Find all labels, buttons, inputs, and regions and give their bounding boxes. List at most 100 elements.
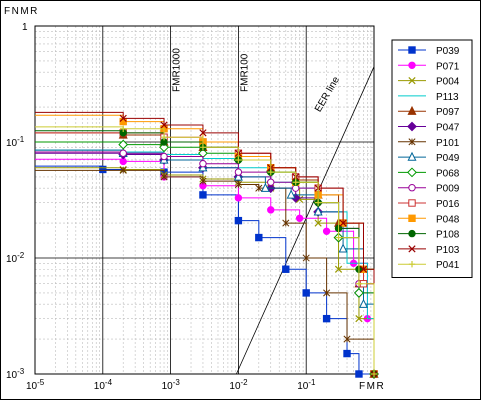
tick-labels: 10-5 10-4 10-3 10-2 10-1 1 10-1 10-2 10-3: [6, 22, 316, 392]
legend-label: P041: [436, 260, 460, 271]
data-point-P039: [302, 289, 310, 297]
legend-marker: [408, 76, 416, 85]
data-point-P041: [199, 144, 207, 151]
data-point-P101: [160, 173, 168, 181]
data-point-P049: [338, 243, 348, 253]
data-point-P039: [355, 370, 363, 378]
series-P041: [35, 125, 378, 378]
series-P101: [35, 166, 378, 378]
data-point-P103: [160, 121, 168, 129]
data-point-P009: [267, 178, 275, 186]
data-point-P068: [354, 288, 364, 298]
legend: P039 P071 P004 P113 P097 P047 P101 P049 P068 P009…: [391, 39, 473, 278]
eer-line-label: EER line: [313, 75, 342, 115]
data-point-P039: [322, 314, 331, 323]
data-point-P103: [359, 265, 368, 273]
annotation-label-1: FMR100: [239, 53, 250, 92]
data-point-P068: [159, 142, 169, 153]
legend-item-P048: P048: [398, 214, 460, 225]
data-point-P041: [314, 199, 322, 206]
data-point-P039: [343, 349, 351, 358]
legend-item-P101: P101: [398, 138, 460, 149]
data-point-P041: [292, 179, 299, 186]
legend-label: P039: [436, 46, 460, 57]
x-tick-label: 10-1: [297, 378, 316, 392]
data-point-P101: [323, 289, 331, 297]
data-point-P004: [314, 219, 322, 227]
data-point-P041: [235, 156, 242, 164]
data-point-P039: [199, 191, 207, 199]
data-point-P041: [335, 234, 342, 241]
y-tick-label: 1: [22, 22, 28, 33]
series-P071: [35, 157, 378, 378]
legend-item-P068: P068: [398, 167, 460, 179]
legend-item-P009: P009: [398, 184, 460, 195]
y-tick-label: 10-1: [6, 135, 25, 149]
data-point-P103: [119, 114, 127, 122]
data-point-P101: [302, 254, 310, 262]
y-tick-label: 10-3: [6, 367, 25, 381]
legend-marker: [408, 61, 416, 70]
data-point-P049: [358, 298, 369, 308]
legend-marker: [408, 261, 416, 268]
legend-item-P039: P039: [398, 46, 460, 57]
legend-label: P049: [436, 153, 460, 164]
data-point-P071: [322, 227, 331, 235]
legend-box: [391, 39, 473, 278]
legend-item-P108: P108: [398, 230, 460, 241]
legend-item-P041: P041: [398, 260, 460, 271]
legend-label: P101: [436, 138, 460, 149]
legend-item-P097: P097: [398, 105, 460, 118]
data-point-P071: [295, 214, 304, 222]
legend-marker: [408, 46, 416, 54]
legend-label: P097: [436, 107, 460, 118]
data-point-P049: [233, 171, 243, 181]
data-point-P101: [343, 335, 351, 343]
data-point-P009: [199, 160, 207, 168]
data-point-P049: [260, 182, 270, 192]
legend-label: P048: [436, 214, 460, 225]
eer-line: [236, 66, 375, 375]
legend-item-P071: P071: [398, 61, 460, 72]
legend-marker: [408, 138, 416, 146]
data-point-P004: [334, 265, 343, 273]
data-point-P041: [267, 168, 274, 176]
data-point-P103: [199, 129, 207, 137]
legend-item-P049: P049: [398, 151, 460, 164]
legend-marker: [408, 199, 416, 207]
data-point-P068: [118, 139, 129, 150]
series-group: [35, 111, 379, 379]
data-point-P071: [234, 194, 243, 202]
y-tick-label: 10-2: [6, 251, 25, 265]
data-point-P039: [255, 233, 263, 242]
series-line-P004: [35, 167, 375, 374]
legend-marker: [408, 229, 416, 238]
data-point-P101: [119, 166, 127, 174]
legend-marker: [407, 151, 417, 161]
data-point-P004: [355, 315, 363, 323]
legend-marker: [408, 214, 416, 223]
data-point-P039: [282, 265, 290, 273]
legend-item-P103: P103: [398, 245, 460, 256]
legend-item-P047: P047: [398, 121, 460, 134]
data-point-P101: [199, 177, 207, 185]
legend-marker: [407, 167, 417, 178]
data-point-P009: [234, 168, 243, 176]
legend-label: P103: [436, 245, 460, 256]
legend-label: P071: [436, 61, 460, 72]
annotation-label-0: FMR1000: [172, 48, 183, 92]
legend-item-P113: P113: [398, 92, 459, 103]
legend-marker: [407, 105, 417, 115]
data-point-P101: [234, 180, 242, 189]
legend-marker: [408, 184, 416, 192]
legend-label: P113: [436, 92, 459, 103]
legend-marker: [407, 121, 417, 132]
legend-label: P016: [436, 199, 460, 210]
data-point-P009: [119, 149, 127, 157]
x-axis-title: FMR: [359, 381, 385, 392]
x-tick-label: 10-2: [229, 378, 248, 392]
data-point-P039: [234, 216, 243, 225]
data-point-P041: [370, 370, 378, 378]
data-point-P009: [160, 152, 168, 161]
